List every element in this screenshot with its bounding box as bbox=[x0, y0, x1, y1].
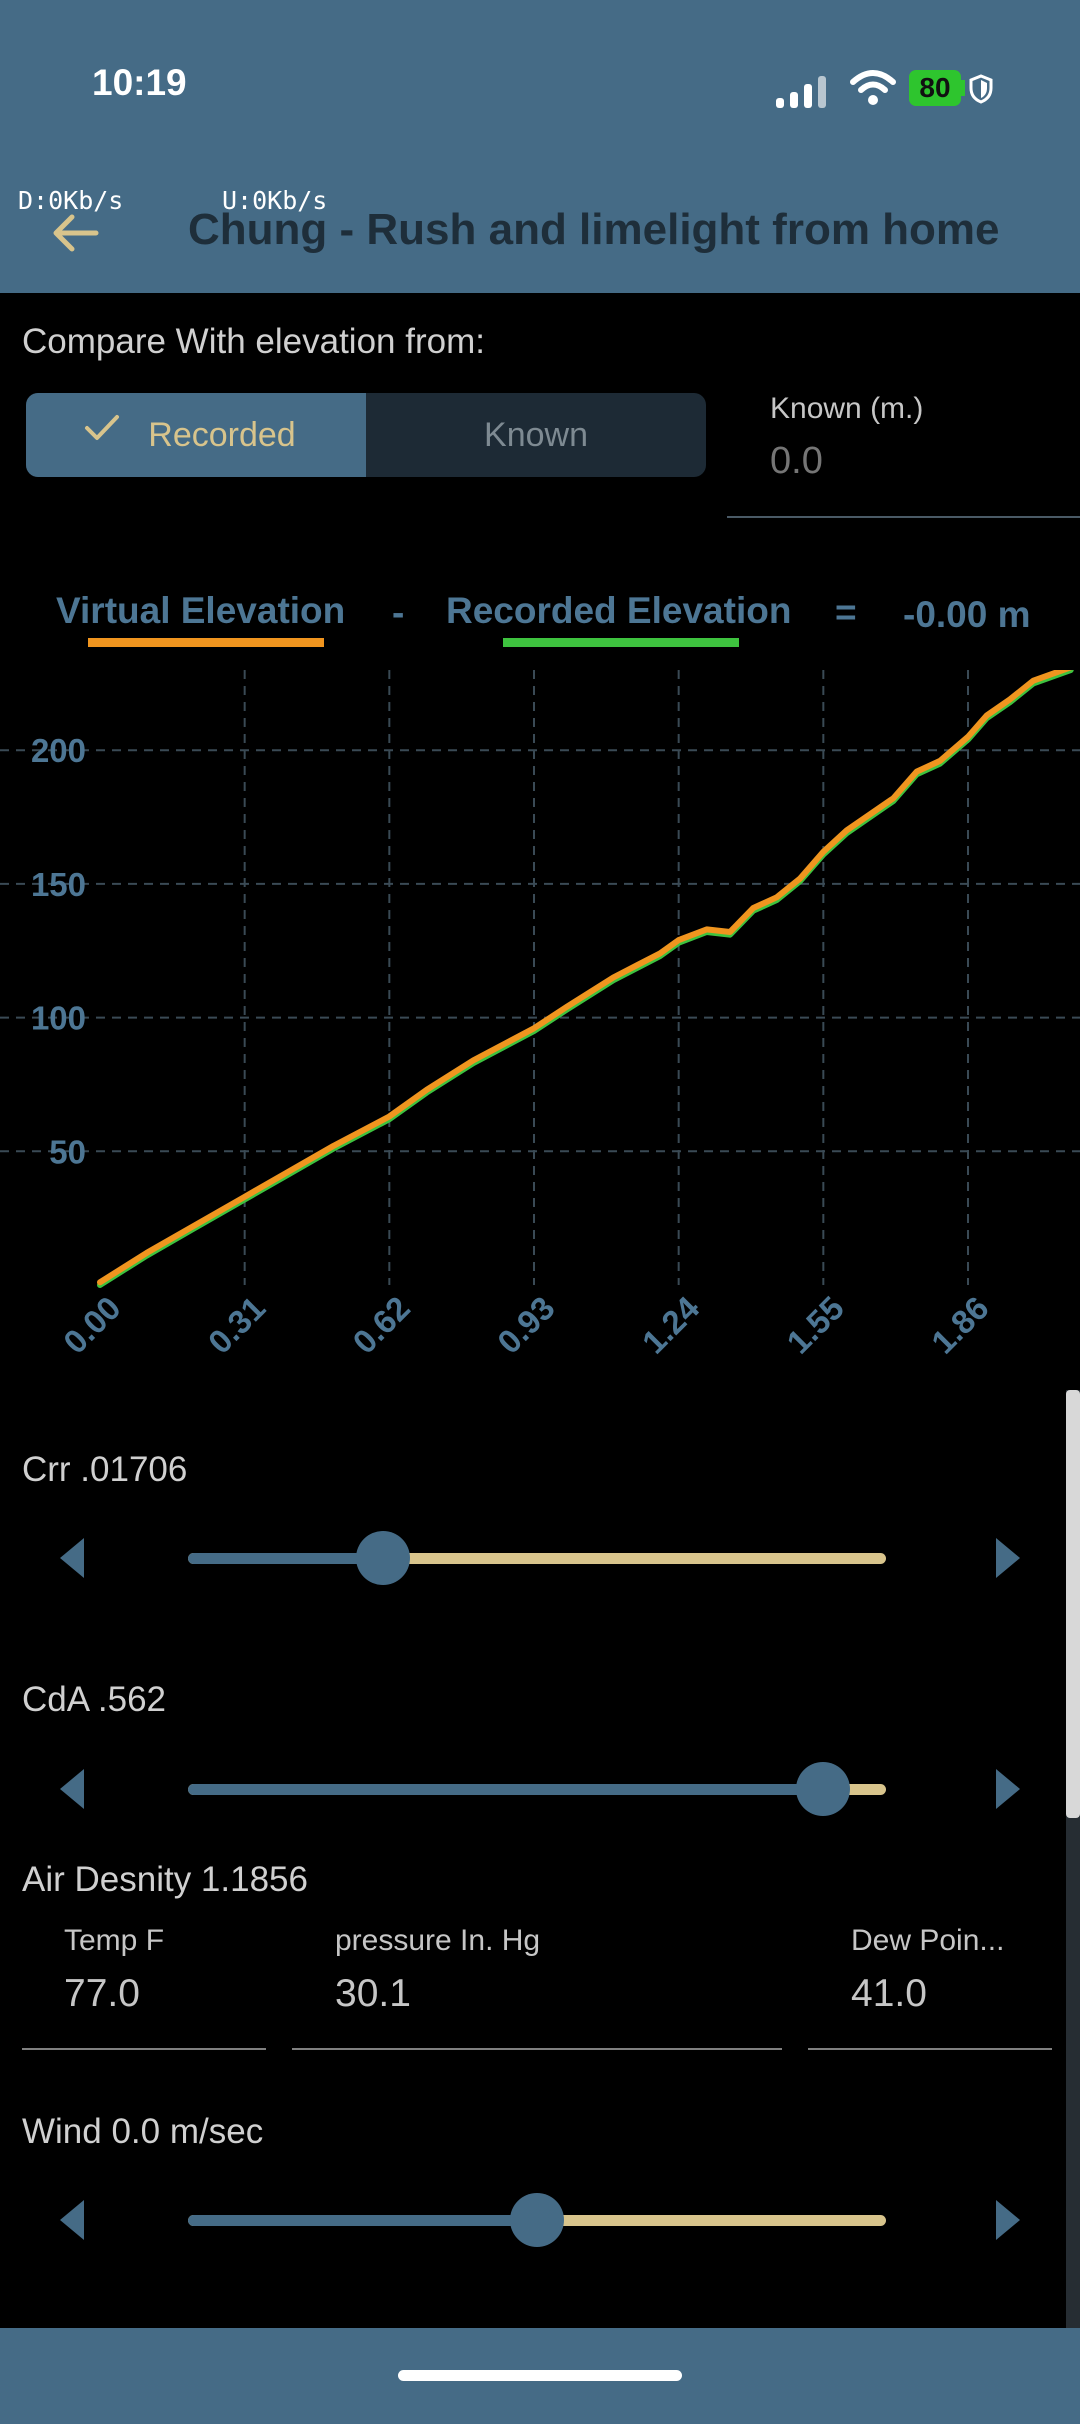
legend-virtual-swatch bbox=[88, 638, 324, 647]
crr-decrease-icon[interactable] bbox=[52, 1530, 92, 1586]
known-elevation-label: Known (m.) bbox=[770, 392, 924, 425]
legend-recorded-swatch bbox=[503, 638, 739, 647]
signal-icon bbox=[776, 76, 826, 108]
y-tick-label-50: 50 bbox=[49, 1133, 86, 1170]
x-tick-label-1.24: 1.24 bbox=[635, 1289, 707, 1361]
cda-decrease-icon[interactable] bbox=[52, 1761, 92, 1817]
elevation-difference: -0.00 m bbox=[903, 594, 1031, 635]
elevation-chart: 0.00 0.31 0.62 0.93 1.24 1.55 1.86 50 100 150 200 bbox=[0, 670, 1080, 1361]
elevation-source-toggle: Recorded Known bbox=[26, 393, 706, 477]
pressure-underline bbox=[292, 2048, 782, 2050]
download-rate: D:0Kb/s bbox=[18, 186, 124, 215]
dew-point-underline bbox=[808, 2048, 1052, 2050]
known-option-label: Known bbox=[484, 416, 588, 454]
wind-decrease-icon[interactable] bbox=[52, 2192, 92, 2248]
recorded-option[interactable]: Recorded bbox=[26, 393, 366, 477]
x-tick-label-1.55: 1.55 bbox=[779, 1289, 851, 1361]
y-tick-label-200: 200 bbox=[31, 732, 86, 769]
known-option[interactable]: Known bbox=[366, 393, 706, 477]
battery-cap bbox=[961, 80, 965, 96]
app-bar bbox=[0, 0, 1080, 293]
temp-input[interactable] bbox=[64, 1972, 264, 2016]
temp-underline bbox=[22, 2048, 266, 2050]
legend-virtual-elevation: Virtual Elevation bbox=[56, 590, 346, 631]
status-time: 10:19 bbox=[92, 62, 187, 103]
x-tick-label-0.31: 0.31 bbox=[201, 1289, 273, 1361]
x-tick-label-0.62: 0.62 bbox=[345, 1289, 417, 1361]
cda-slider-thumb[interactable] bbox=[796, 1762, 851, 1816]
legend-recorded-elevation: Recorded Elevation bbox=[446, 590, 792, 631]
compare-label: Compare With elevation from: bbox=[22, 322, 485, 361]
dew-point-label: Dew Poin... bbox=[851, 1924, 1005, 1957]
legend-equals: = bbox=[835, 592, 857, 633]
temp-label: Temp F bbox=[64, 1924, 165, 1957]
legend-minus: - bbox=[392, 592, 405, 633]
wind-slider-active bbox=[188, 2215, 537, 2226]
recorded-option-label: Recorded bbox=[148, 416, 296, 454]
cda-slider-active bbox=[188, 1784, 824, 1795]
air-density-label: Air Desnity 1.1856 bbox=[22, 1860, 308, 1899]
known-input-underline bbox=[727, 516, 1080, 518]
y-tick-label-100: 100 bbox=[31, 1000, 86, 1037]
x-tick-label-0.00: 0.00 bbox=[56, 1289, 128, 1361]
back-arrow-icon[interactable] bbox=[46, 205, 102, 261]
crr-slider-active bbox=[188, 1553, 384, 1564]
dew-point-input[interactable] bbox=[851, 1972, 1041, 2016]
crr-slider-track[interactable] bbox=[188, 1553, 886, 1564]
known-elevation-input[interactable] bbox=[770, 440, 1070, 483]
series-line-virtual-elevation bbox=[97, 670, 1072, 1286]
wind-slider-thumb[interactable] bbox=[510, 2193, 564, 2247]
home-indicator[interactable] bbox=[398, 2370, 682, 2381]
crr-label: Crr .01706 bbox=[22, 1450, 188, 1489]
shield-icon bbox=[969, 74, 993, 104]
upload-rate: U:0Kb/s bbox=[222, 186, 328, 215]
scrollbar-thumb[interactable] bbox=[1066, 1390, 1080, 1818]
check-icon bbox=[85, 415, 119, 440]
crr-slider-thumb[interactable] bbox=[356, 1531, 411, 1585]
page-title: Chung - Rush and limelight from home bbox=[188, 205, 1000, 254]
cda-label: CdA .562 bbox=[22, 1680, 166, 1719]
x-tick-label-0.93: 0.93 bbox=[490, 1289, 562, 1361]
x-tick-label-1.86: 1.86 bbox=[924, 1289, 996, 1361]
battery-icon: 80 bbox=[909, 70, 961, 106]
wifi-icon bbox=[850, 70, 896, 105]
wind-label: Wind 0.0 m/sec bbox=[22, 2112, 264, 2151]
pressure-label: pressure In. Hg bbox=[335, 1924, 541, 1957]
cda-increase-icon[interactable] bbox=[988, 1761, 1028, 1817]
crr-increase-icon[interactable] bbox=[988, 1530, 1028, 1586]
pressure-input[interactable] bbox=[335, 1972, 735, 2016]
y-tick-label-150: 150 bbox=[31, 866, 86, 903]
wind-increase-icon[interactable] bbox=[988, 2192, 1028, 2248]
